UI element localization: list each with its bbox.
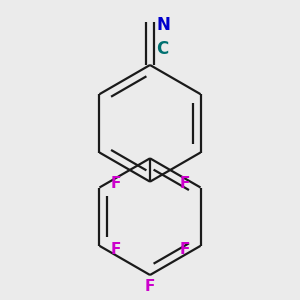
Text: N: N <box>156 16 170 34</box>
Text: C: C <box>156 40 168 58</box>
Text: F: F <box>179 176 190 191</box>
Text: F: F <box>110 242 121 257</box>
Text: F: F <box>145 279 155 294</box>
Text: F: F <box>179 242 190 257</box>
Text: F: F <box>110 176 121 191</box>
